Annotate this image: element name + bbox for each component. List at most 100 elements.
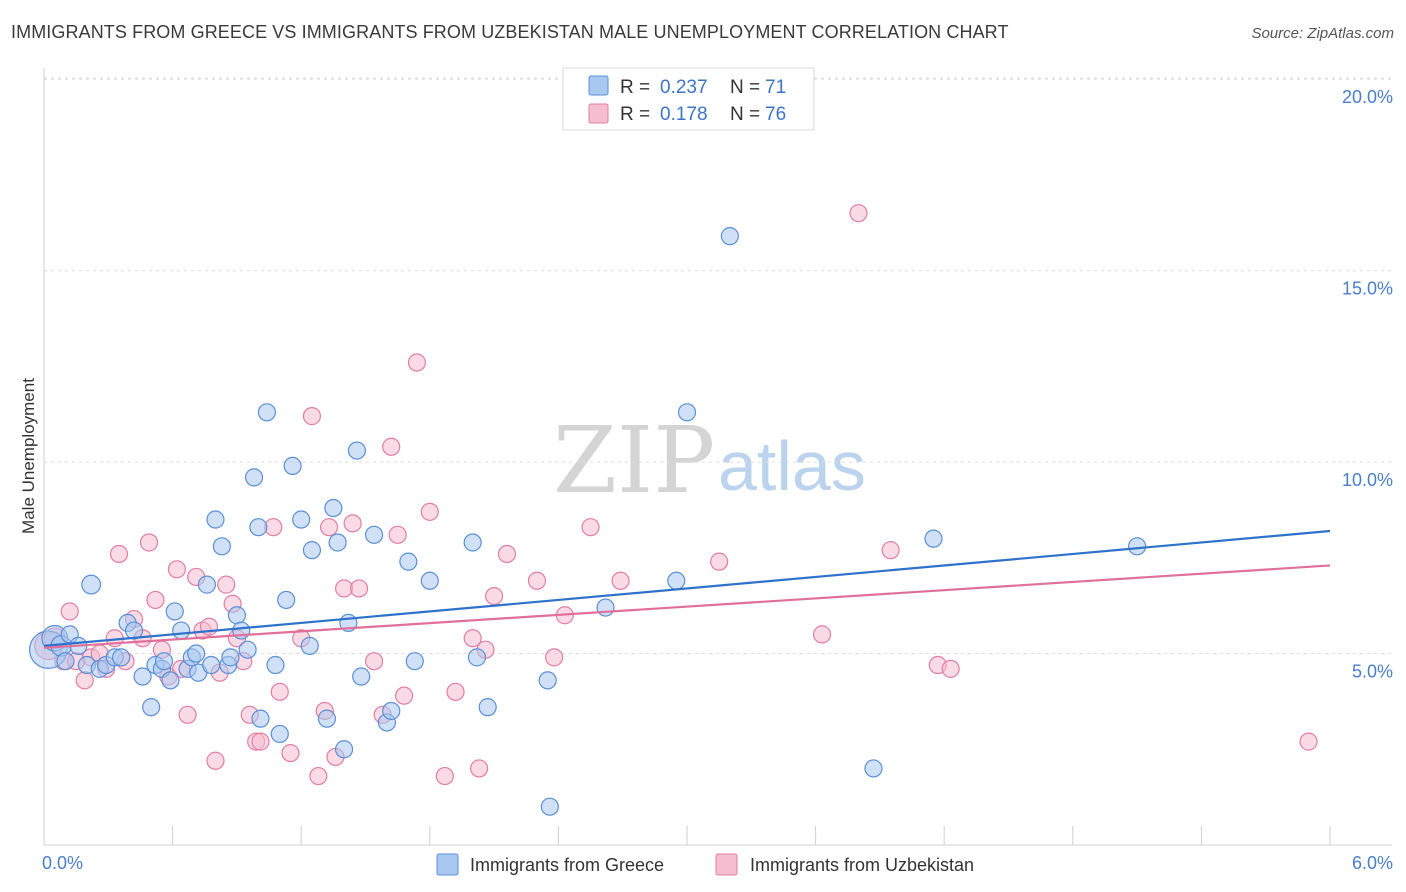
uzbekistan-point-64: [710, 552, 729, 571]
greece-point-13: [124, 621, 144, 640]
greece-point-64: [596, 598, 615, 617]
uzbekistan-point-34: [270, 682, 289, 701]
greece-point-43: [292, 510, 311, 529]
greece-point-67: [720, 227, 739, 246]
uzbekistan-point-60: [545, 648, 564, 667]
uzbekistan-point-20: [178, 705, 197, 724]
legend-n-label-greece: N =: [730, 77, 760, 98]
greece-point-21: [172, 621, 191, 640]
uzbekistan-point-45: [364, 652, 384, 671]
greece-point-34: [238, 640, 257, 659]
uzbekistan-point-49: [394, 686, 414, 705]
x-tick-label-max: 6.0%: [1352, 853, 1393, 873]
uzbekistan-point-35: [281, 743, 300, 763]
greece-point-24: [187, 644, 206, 663]
greece-point-19: [161, 671, 180, 690]
source-label: Source: ZipAtlas.com: [1251, 25, 1394, 42]
greece-point-55: [382, 701, 401, 721]
uzbekistan-point-3: [60, 602, 79, 621]
stats-legend: R = 0.237 N = 71 R = 0.178 N = 76: [562, 67, 815, 131]
uzbekistan-point-38: [309, 766, 328, 786]
greece-point-49: [334, 740, 354, 759]
greece-point-45: [302, 541, 322, 560]
uzbekistan-point-47: [382, 437, 401, 456]
series-legend: Immigrants from Greece Immigrants from U…: [436, 853, 974, 876]
greece-point-39: [266, 655, 285, 675]
greece-point-53: [364, 525, 384, 544]
greece-point-63: [540, 797, 559, 816]
greece-point-26: [197, 575, 216, 594]
greece-point-28: [206, 510, 225, 529]
greece-point-40: [270, 724, 289, 744]
x-tick-label-min: 0.0%: [42, 853, 83, 873]
uzbekistan-point-54: [463, 629, 482, 648]
uzbekistan-point-66: [849, 204, 868, 223]
y-tick-label-3: 20.0%: [1342, 87, 1393, 107]
uzbekistan-point-53: [446, 682, 465, 701]
bottom-legend-label-uzbekistan: Immigrants from Uzbekistan: [750, 855, 974, 875]
y-tick-label-1: 10.0%: [1342, 470, 1393, 490]
greece-point-29: [212, 537, 231, 556]
watermark-atlas: atlas: [718, 427, 866, 505]
legend-r-label-greece: R =: [620, 77, 650, 98]
legend-swatch-uzbekistan: [588, 103, 609, 124]
greece-point-35: [244, 468, 264, 487]
uzbekistan-point-59: [527, 571, 547, 590]
greece-point-66: [677, 403, 697, 422]
greece-point-11: [112, 648, 131, 667]
greece-point-65: [667, 571, 686, 590]
greece-point-70: [1127, 537, 1147, 556]
trend-line-uzbekistan: [43, 564, 1331, 649]
uzbekistan-point-50: [407, 353, 427, 372]
greece-point-57: [405, 652, 424, 671]
uzbekistan-point-55: [469, 759, 489, 778]
bottom-legend-swatch-greece: [436, 853, 459, 876]
greece-point-68: [864, 759, 883, 778]
x-axis-ticks: [43, 826, 1331, 845]
uzbekistan-point-62: [581, 518, 600, 537]
greece-point-51: [347, 441, 367, 460]
greece-point-3: [56, 652, 75, 671]
greece-point-60: [467, 648, 487, 667]
greece-point-52: [352, 667, 371, 686]
greece-point-58: [420, 571, 439, 590]
greece-point-38: [257, 403, 277, 422]
greece-point-37: [251, 709, 270, 728]
y-tick-label-0: 5.0%: [1352, 662, 1393, 682]
uzbekistan-point-15: [146, 590, 165, 610]
greece-point-59: [463, 533, 482, 552]
greece-point-69: [924, 529, 943, 548]
greece-point-36: [249, 518, 268, 537]
uzbekistan-point-5: [75, 671, 94, 690]
legend-swatch-greece: [588, 75, 609, 96]
greece-point-42: [283, 456, 302, 476]
uzbekistan-point-57: [485, 586, 504, 606]
uzbekistan-point-67: [881, 541, 900, 560]
uzbekistan-point-48: [388, 525, 407, 544]
legend-n-label-uzbekistan: N =: [730, 104, 760, 125]
uzbekistan-point-65: [812, 625, 832, 644]
greece-point-20: [165, 602, 184, 621]
greece-point-27: [202, 655, 221, 675]
bottom-legend-swatch-uzbekistan: [715, 853, 738, 876]
uzbekistan-point-18: [167, 560, 186, 579]
uzbekistan-point-40: [319, 518, 339, 537]
watermark: ZIP atlas: [553, 407, 866, 514]
greece-point-7: [81, 574, 102, 595]
uzbekistan-point-14: [139, 533, 159, 552]
legend-n-value-greece: 71: [765, 77, 786, 98]
trend-line-greece: [43, 529, 1331, 647]
uzbekistan-point-26: [217, 575, 236, 594]
uzbekistan-point-24: [206, 751, 225, 770]
greece-point-48: [328, 533, 347, 552]
y-axis-label: Male Unemployment: [19, 378, 38, 534]
uzbekistan-point-69: [941, 659, 960, 678]
uzbekistan-point-70: [1299, 732, 1318, 751]
greece-point-32: [227, 606, 246, 625]
uzbekistan-point-32: [251, 732, 270, 751]
uzbekistan-point-58: [497, 544, 517, 564]
greece-point-44: [300, 636, 319, 655]
legend-r-label-uzbekistan: R =: [620, 104, 650, 125]
legend-r-value-greece: 0.237: [660, 77, 708, 98]
greece-point-46: [317, 709, 337, 728]
